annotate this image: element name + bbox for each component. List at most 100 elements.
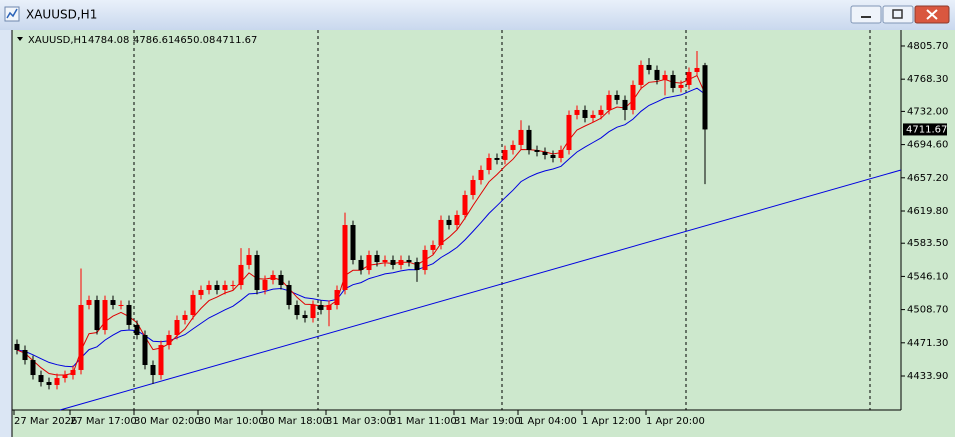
restore-button[interactable] <box>882 5 914 24</box>
candle-body <box>222 285 228 290</box>
x-tick-label: 30 Mar 18:00 <box>262 416 329 427</box>
candle-body <box>526 129 532 151</box>
y-tick-label: 4583.50 <box>907 238 948 249</box>
y-tick-label: 4694.60 <box>907 140 948 151</box>
candle-body <box>166 334 172 346</box>
candle-body <box>542 151 548 155</box>
title-bar <box>0 0 955 30</box>
candle-body <box>190 294 196 316</box>
candle-body <box>334 289 340 305</box>
candle-body <box>134 324 140 335</box>
moving-average <box>16 87 706 368</box>
y-tick-label: 4433.90 <box>907 371 948 382</box>
candle-body <box>302 315 308 319</box>
candle-body <box>478 169 484 181</box>
candle-body <box>662 75 668 80</box>
y-tick-label: 4546.10 <box>907 271 948 282</box>
candle-body <box>30 360 36 376</box>
candle-body <box>70 369 76 376</box>
candle-body <box>446 219 452 226</box>
candle-body <box>590 114 596 118</box>
candle-body <box>358 259 364 271</box>
candle-body <box>230 285 236 287</box>
candle-body <box>150 364 156 376</box>
candle-body <box>278 274 284 286</box>
current-price-box <box>903 123 947 136</box>
candle-body <box>366 255 372 271</box>
candle-body <box>438 219 444 245</box>
x-tick-label: 1 Apr 12:00 <box>582 416 641 427</box>
y-tick-label: 4768.30 <box>907 74 948 85</box>
candle-body <box>494 157 500 160</box>
candle-body <box>286 285 292 305</box>
candle-body <box>598 109 604 115</box>
y-tick-label: 4805.70 <box>907 41 948 52</box>
candle-body <box>310 304 316 319</box>
x-tick-label: 30 Mar 10:00 <box>198 416 265 427</box>
candle-body <box>262 279 268 290</box>
candle-body <box>566 114 572 151</box>
restore-glyph <box>892 9 903 19</box>
candle-body <box>398 259 404 265</box>
y-tick-label: 4657.20 <box>907 173 948 184</box>
candle-body <box>206 285 212 290</box>
candle-body <box>158 345 164 376</box>
candle-body <box>558 150 564 158</box>
candle-body <box>38 375 44 383</box>
y-tick-label: 4619.80 <box>907 206 948 217</box>
candle-body <box>678 84 684 88</box>
x-tick-label: 27 Mar 2026 <box>14 416 77 427</box>
candle-body <box>406 259 412 263</box>
y-tick-label: 4471.30 <box>907 338 948 349</box>
trend-line <box>59 169 902 411</box>
candle-body <box>694 67 700 72</box>
candle-body <box>630 84 636 110</box>
candle-body <box>174 319 180 335</box>
header-arrow <box>17 37 23 41</box>
candle-body <box>422 249 428 271</box>
candle-body <box>518 129 524 145</box>
candle-body <box>550 154 556 158</box>
candle-body <box>142 334 148 365</box>
header-high: 4786.61 <box>133 35 174 46</box>
candle-body <box>382 259 388 263</box>
candle-body <box>54 378 60 385</box>
x-tick-label: 30 Mar 02:00 <box>134 416 201 427</box>
candle-body <box>374 255 380 263</box>
candle-body <box>470 180 476 196</box>
candle-body <box>214 285 220 290</box>
current-price-label: 4711.67 <box>906 124 947 135</box>
close-glyph <box>926 9 938 20</box>
candle-body <box>270 274 276 280</box>
candle-body <box>502 150 508 160</box>
x-tick-label: 31 Mar 03:00 <box>326 416 393 427</box>
candle-body <box>454 214 460 226</box>
candle-body <box>246 255 252 265</box>
candle-body <box>646 64 652 70</box>
candle-body <box>14 343 20 350</box>
y-tick-label: 4732.00 <box>907 106 948 117</box>
x-tick-label: 1 Apr 20:00 <box>646 416 705 427</box>
candle-body <box>638 64 644 85</box>
candle-body <box>62 375 68 379</box>
candle-body <box>342 225 348 290</box>
candle-body <box>182 315 188 320</box>
candle-body <box>118 304 124 306</box>
candle-body <box>414 262 420 271</box>
candle-body <box>102 300 108 331</box>
candle-body <box>22 349 28 361</box>
minimize-button[interactable] <box>850 5 882 24</box>
candle-body <box>702 65 708 130</box>
candle-body <box>390 259 396 265</box>
candle-body <box>86 300 92 305</box>
candle-body <box>582 109 588 118</box>
window-icon-glyph <box>6 8 18 19</box>
candle-body <box>430 244 436 250</box>
candle-body <box>294 304 300 316</box>
candle-body <box>238 264 244 286</box>
header-open: 4784.08 <box>88 35 129 46</box>
chart-background <box>12 30 955 437</box>
candle-body <box>614 94 620 100</box>
